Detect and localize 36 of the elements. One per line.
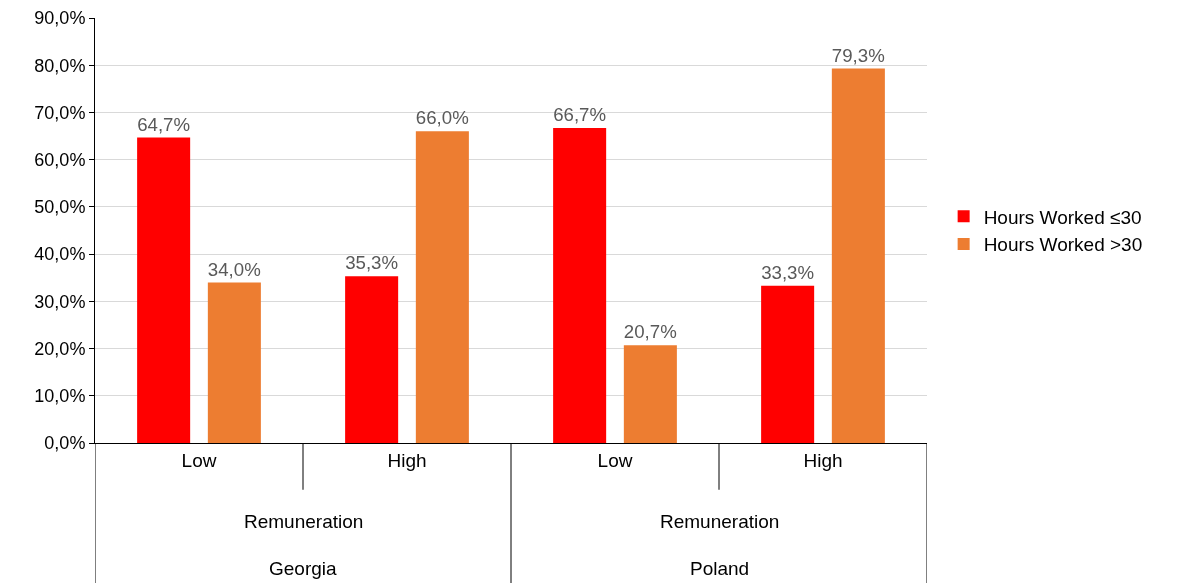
data-label: 66,0%: [415, 107, 469, 129]
data-label: 66,7%: [553, 104, 607, 126]
bar: [137, 137, 191, 443]
y-tick-label: 70,0%: [34, 102, 86, 123]
text: Remuneration: [244, 511, 364, 532]
data-label: 33,3%: [761, 261, 815, 283]
data-label: 35,3%: [345, 252, 399, 274]
data-label: 64,7%: [137, 113, 191, 135]
y-tick-label: 20,0%: [34, 338, 86, 359]
x-tick-label: Low: [597, 449, 633, 471]
text: Remuneration: [660, 511, 780, 532]
data-label: 34,0%: [207, 258, 261, 280]
bar: [553, 128, 607, 443]
y-tick-label: 90,0%: [34, 8, 86, 29]
x-tick-label: High: [387, 449, 427, 471]
x-tick-label: High: [803, 449, 843, 471]
y-tick-label: 10,0%: [34, 386, 86, 407]
data-label: 20,7%: [623, 321, 677, 343]
bar: [623, 345, 677, 443]
y-tick-label: 50,0%: [34, 197, 86, 218]
bar: [831, 68, 885, 443]
y-tick-label: 0,0%: [44, 433, 86, 454]
text: Georgia: [269, 558, 338, 579]
text: Poland: [690, 558, 750, 579]
legend-label: Hours Worked ≤30: [983, 206, 1142, 228]
bar: [761, 285, 815, 443]
data-label: 79,3%: [831, 44, 885, 66]
bar: [415, 131, 469, 443]
bar: [345, 276, 399, 443]
x-tick-label: Low: [181, 449, 217, 471]
y-tick-label: 80,0%: [34, 55, 86, 76]
y-tick-label: 30,0%: [34, 291, 86, 312]
y-tick-label: 60,0%: [34, 149, 86, 170]
y-tick-label: 40,0%: [34, 244, 86, 265]
bar: [207, 282, 261, 443]
legend-label: Hours Worked >30: [983, 234, 1143, 256]
